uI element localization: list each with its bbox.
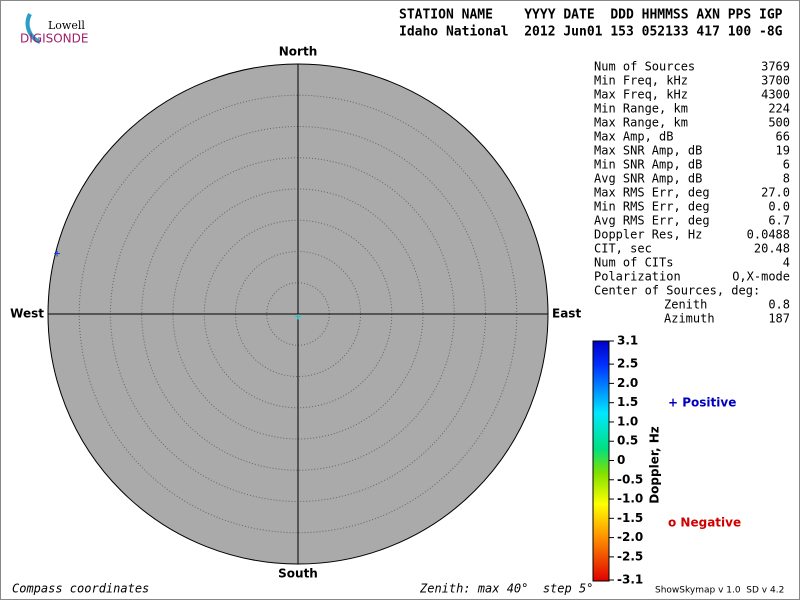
stat-value: O,X-mode [732,270,790,284]
colorbar-tick-label: 1.0 [617,414,638,428]
colorbar-tick-label: 0.5 [617,434,638,448]
stat-label: Polarization [594,270,681,284]
stat-value: 4300 [761,88,790,102]
logo-top: Lowell [48,19,85,32]
footer-middle: Zenith: max 40° step 5° [419,582,593,596]
stat-label: Num of Sources [594,60,695,74]
stat-label: Min RMS Err, deg [594,200,710,214]
stat-value: 500 [768,116,790,130]
colorbar-tick-label: -0.5 [617,472,643,486]
east-label: East [552,307,581,321]
colorbar-tick-label: -3.1 [617,573,643,587]
stat-label: Doppler Res, Hz [594,228,702,242]
west-label: West [10,307,44,321]
stat-value: 3769 [761,60,790,74]
colorbar-tick-label: -1.0 [617,492,643,506]
legend-positive: + Positive [668,396,736,410]
stat-label: Num of CITs [594,256,673,270]
colorbar-tick-label: 0 [617,453,625,467]
stat-label: Max Amp, dB [594,130,673,144]
stat-value: 6.7 [768,214,790,228]
stat-value: 8 [783,172,790,186]
source-marker: + [54,247,61,260]
stat-label: Zenith [664,298,707,312]
stat-value: 27.0 [761,186,790,200]
header-line: STATION NAME YYYY DATE DDD HHMMSS AXN PP… [399,8,783,23]
colorbar-tick-label: 2.0 [617,376,638,390]
stat-label: Min SNR Amp, dB [594,158,702,172]
stat-label: Avg RMS Err, deg [594,214,710,228]
colorbar-ticks: 3.1 2.5 2.0 1.5 1.0 0.5 0 -0.5 -1.0 -1.5 -2.0 -2.5 -… [609,334,643,587]
colorbar-label: Doppler, Hz [648,426,662,504]
stat-value: 3700 [761,74,790,88]
stat-label: Max Range, km [594,116,688,130]
north-label: North [279,45,317,59]
stat-label: Max RMS Err, deg [594,186,710,200]
stat-value: 187 [768,312,790,326]
stats-panel: Num of Sources 3769 Min Freq, kHz 3700 Max F… [594,60,790,326]
source-marker: + [295,310,302,323]
colorbar-tick-label: -1.5 [617,511,643,525]
stat-value: 66 [776,130,790,144]
stat-value: 20.48 [754,242,790,256]
stat-label: Avg SNR Amp, dB [594,172,702,186]
colorbar [592,340,610,582]
colorbar-tick-label: 1.5 [617,395,638,409]
stat-label: Min Freq, kHz [594,74,688,88]
colorbar-tick-label: -2.5 [617,549,643,563]
footer-right: ShowSkymap v 1.0 SD v 4.2 [655,586,784,596]
footer-left: Compass coordinates [12,582,149,596]
stat-label: CIT, sec [594,242,652,256]
header-line: Idaho National 2012 Jun01 153 052133 417… [399,25,783,40]
logo-bottom: DIGISONDE [20,32,88,46]
stat-label: Azimuth [664,312,715,326]
logo-arc [25,13,41,44]
stat-value: 19 [776,144,790,158]
legend-negative: o Negative [668,516,741,530]
stat-label: Max Freq, kHz [594,88,688,102]
colorbar-tick-label: 2.5 [617,357,638,371]
stat-label: Max SNR Amp, dB [594,144,702,158]
stat-value: 4 [783,256,790,270]
center-title: Center of Sources, deg: [594,284,760,298]
south-label: South [278,567,318,581]
stat-value: 6 [783,158,790,172]
stat-value: 0.0 [768,200,790,214]
stat-value: 0.0488 [747,228,790,242]
colorbar-tick-label: -2.0 [617,530,643,544]
stat-value: 224 [768,102,790,116]
colorbar-tick-label: 3.1 [617,334,638,348]
stat-value: 0.8 [768,298,790,312]
stat-label: Min Range, km [594,102,688,116]
